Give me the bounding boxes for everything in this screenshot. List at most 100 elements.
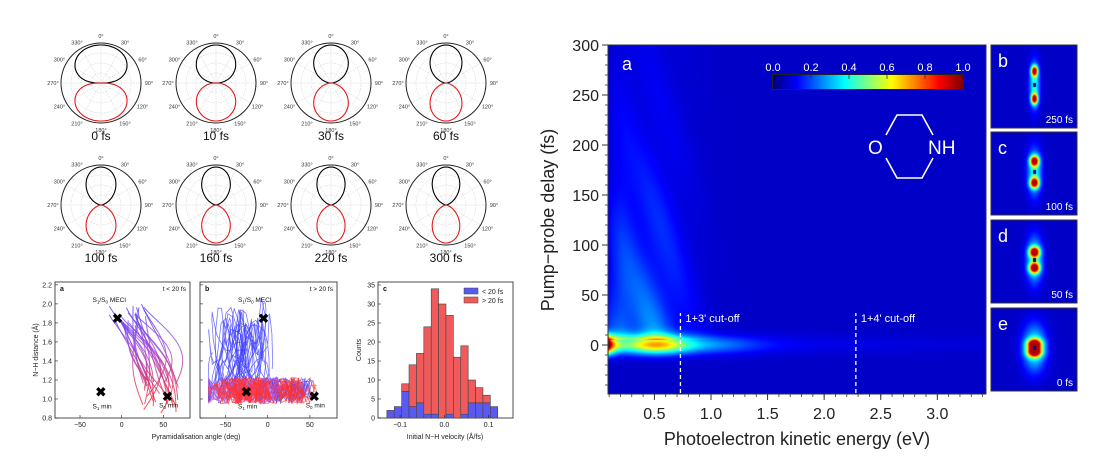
polar-angle-tick: 270° — [162, 81, 173, 87]
marker-label-sub: 1 — [97, 406, 100, 411]
polar-angle-tick: 150° — [349, 244, 360, 250]
trajectory-line — [123, 327, 146, 381]
polar-angle-tick: 210° — [71, 122, 82, 128]
trajectory-line — [232, 376, 262, 404]
x-axis-label: Initial N−H velocity (Å/fs) — [407, 432, 483, 441]
vmi-panel-letter: b — [998, 51, 1008, 71]
marker-label: S0 min — [306, 403, 326, 411]
polar-grid-spoke — [330, 62, 366, 84]
polar-angle-tick: 150° — [234, 122, 245, 128]
polar-time-label: 10 fs — [203, 129, 229, 143]
polar-angle-tick: 210° — [186, 122, 197, 128]
trajectory-line — [224, 309, 260, 381]
y-axis-label: Pump−probe delay (fs) — [538, 129, 558, 312]
polar-angle-tick: 30° — [121, 162, 129, 168]
vmi-panel-letter: d — [998, 226, 1008, 246]
trajectory-line — [116, 316, 148, 388]
legend-swatch — [463, 296, 479, 304]
polar-angle-tick: 30° — [466, 40, 474, 46]
bar-lt20fs — [490, 406, 499, 419]
polar-grid-spoke — [425, 48, 447, 84]
polar-angle-tick: 300° — [54, 180, 65, 186]
polar-angle-tick: 240° — [169, 105, 180, 111]
polar-lobe-upper — [201, 166, 231, 206]
polar-angle-tick: 0° — [213, 156, 218, 162]
polar-time-label: 60 fs — [433, 129, 459, 143]
marker-label: S1/S0 MECI — [93, 297, 127, 305]
polar-angle-tick: 300° — [399, 58, 410, 64]
polar-angle-tick: 30° — [466, 162, 474, 168]
polar-angle-tick: 240° — [399, 105, 410, 111]
x-tick-label: 1.0 — [700, 406, 722, 423]
vmi-time-label: 0 fs — [1057, 378, 1073, 389]
polar-frame — [405, 42, 487, 124]
polar-grid-spoke — [445, 62, 481, 84]
vmi-panel-letter: c — [998, 138, 1007, 158]
polar-grid-spoke — [296, 82, 332, 104]
trajectory-line — [132, 306, 144, 384]
polar-angle-tick: 300° — [399, 180, 410, 186]
polar-lobe-upper — [429, 44, 463, 84]
polar-lobe-upper — [195, 44, 237, 84]
polar-lobe-lower — [313, 82, 349, 122]
marker-label-end: MECI — [254, 297, 272, 304]
polar-angle-tick: 30° — [351, 40, 359, 46]
bond-hidden — [880, 114, 926, 180]
polar-plot: 0° 30° 60° 90° 120° 150° 180° 210° 240° 270° 300° 3… — [47, 156, 153, 265]
polar-angle-tick: 180° — [95, 128, 106, 134]
polar-grid-spoke — [66, 204, 102, 226]
polar-grid-spoke — [310, 170, 332, 206]
y-tick-label: 10 — [367, 378, 375, 385]
marker-label-main: S — [159, 403, 164, 410]
x-tick-label: 1.5 — [756, 406, 778, 423]
vmi-image-d — [991, 220, 1077, 303]
polar-angle-tick: 330° — [416, 162, 427, 168]
trajectories — [208, 297, 318, 406]
polar-grid-spoke — [66, 82, 102, 104]
marker-label-end: min — [313, 403, 326, 410]
polar-grid-spoke — [411, 62, 447, 84]
polar-lobe-lower — [431, 204, 461, 244]
atom-oxygen: O — [868, 138, 883, 159]
polar-grid-spoke — [80, 48, 102, 84]
polar-time-label: 220 fs — [315, 251, 348, 265]
colorbar-tick-label: 0.2 — [803, 62, 818, 74]
polar-angle-tick: 300° — [54, 58, 65, 64]
x-tick-label: 0.1 — [484, 422, 494, 429]
trajectory-line — [134, 313, 173, 384]
polar-grid-spoke — [411, 82, 447, 104]
y-tick-label: 0 — [590, 338, 599, 355]
polar-time-label: 30 fs — [318, 129, 344, 143]
polar-grid-spoke — [330, 204, 366, 226]
polar-angle-tick: 180° — [210, 250, 221, 256]
marker-label: S1 min — [93, 403, 113, 411]
y-tick-label: 300 — [572, 38, 599, 55]
cutoff-label: 1+3' cut-off — [685, 313, 740, 325]
colorbar-tick-label: 0.8 — [917, 62, 932, 74]
polar-angle-tick: 240° — [169, 227, 180, 233]
marker-label-rest: /S — [245, 297, 252, 304]
vmi-panel-letter: e — [998, 314, 1008, 334]
trajectory-line — [277, 377, 308, 403]
vmi-image-c — [991, 132, 1077, 215]
x-tick-label: 2.5 — [870, 406, 892, 423]
polar-angle-tick: 90° — [260, 203, 268, 209]
marker-label-sub: 1 — [242, 299, 245, 304]
marker-label-sub: 1 — [97, 299, 100, 304]
polar-grid-spoke — [215, 170, 237, 206]
polar-grid-spoke — [330, 48, 352, 84]
polar-lobe-lower — [74, 82, 128, 122]
marker-cross-icon: ✖ — [258, 311, 269, 326]
polar-angle-tick: 150° — [349, 122, 360, 128]
y-tick-label: 0.8 — [42, 416, 52, 423]
polar-angle-tick: 150° — [464, 122, 475, 128]
polar-angle-tick: 0° — [98, 156, 103, 162]
polar-angle-tick: 90° — [490, 203, 498, 209]
polar-grid-spoke — [215, 204, 251, 226]
trajectory-line — [135, 317, 162, 410]
trajectories — [108, 303, 184, 414]
polar-angle-tick: 150° — [119, 244, 130, 250]
x-tick-label: 2.0 — [813, 406, 835, 423]
